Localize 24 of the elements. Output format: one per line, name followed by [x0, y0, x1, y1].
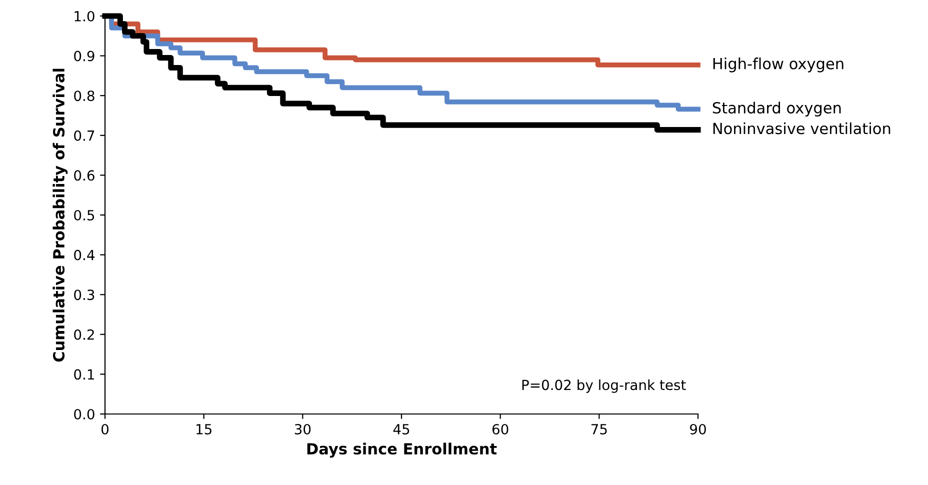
x-tick-label: 75	[591, 424, 607, 434]
y-tick-label: 0.3	[74, 290, 94, 300]
y-axis-title: Cumulative Probability of Survival	[52, 68, 68, 362]
y-tick-label: 0.6	[74, 170, 94, 181]
y-tick-label: 0.1	[74, 369, 94, 380]
y-tick-label: 0.9	[74, 50, 94, 62]
x-axis-title: Days since Enrollment	[307, 442, 497, 458]
x-tick-label: 15	[196, 424, 212, 434]
y-tick-label: 0.0	[74, 408, 94, 420]
x-tick-label: 0	[101, 424, 108, 434]
y-tick-label: 0.5	[74, 210, 94, 220]
y-tick-label: 0.4	[74, 250, 94, 260]
y-tick-label: 0.7	[74, 130, 94, 141]
x-tick-label: 45	[393, 424, 410, 434]
x-tick-label: 90	[690, 424, 706, 434]
annotation: P=0.02 by log-rank test	[522, 379, 686, 393]
y-tick-label: 0.8	[74, 90, 94, 102]
y-tick-label: 0.2	[74, 329, 94, 340]
series-label: Standard oxygen	[712, 102, 841, 117]
series-label: Noninvasive ventilation	[713, 122, 890, 134]
x-tick-label: 30	[294, 424, 311, 434]
x-tick-label: 60	[492, 424, 508, 434]
series-label: High-flow oxygen	[713, 58, 844, 72]
y-tick-label: 1.0	[74, 10, 94, 22]
